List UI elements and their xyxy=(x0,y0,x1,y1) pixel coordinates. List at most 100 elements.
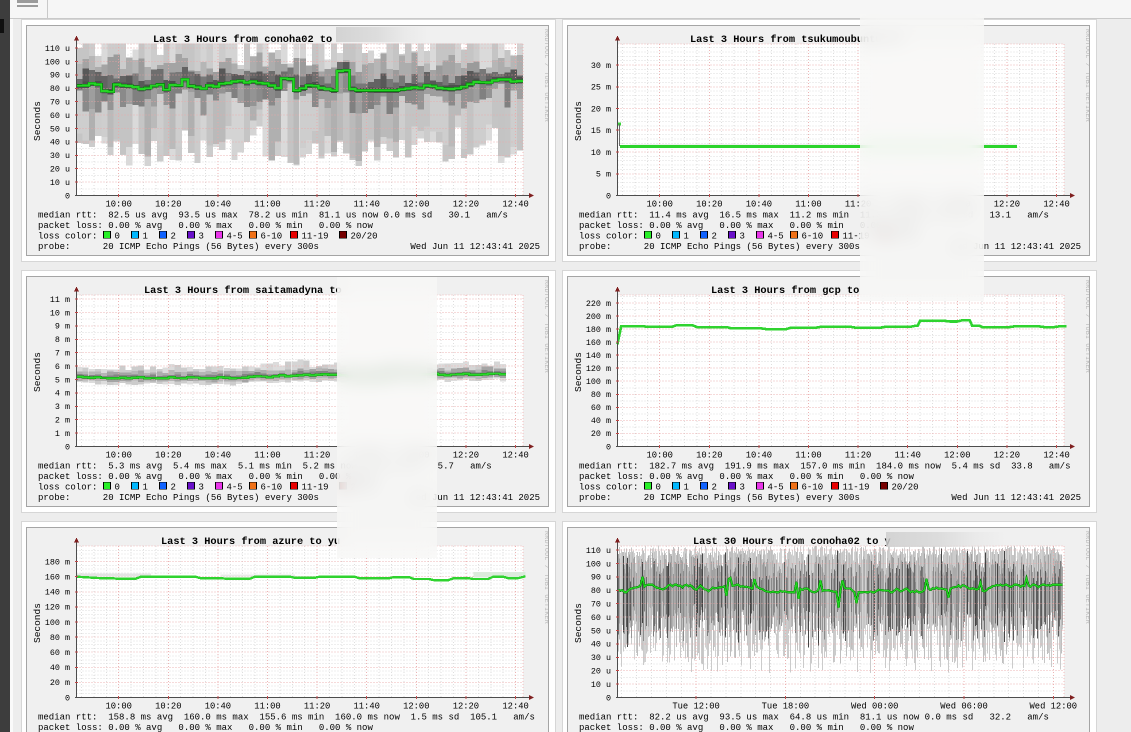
svg-text:12:00: 12:00 xyxy=(403,200,429,210)
svg-text:80 u: 80 u xyxy=(50,84,70,94)
svg-text:4-5: 4-5 xyxy=(227,482,243,492)
svg-text:10:40: 10:40 xyxy=(205,200,231,210)
svg-text:0: 0 xyxy=(656,231,661,241)
svg-text:10:20: 10:20 xyxy=(155,702,181,712)
svg-text:packet loss: 0.00 % avg 0.00: packet loss: 0.00 % avg 0.00 % max 0.00 … xyxy=(579,472,914,482)
svg-text:11:40: 11:40 xyxy=(894,451,920,461)
svg-text:RRDTOOL / TOBI OETIKER: RRDTOOL / TOBI OETIKER xyxy=(542,29,549,122)
svg-text:Seconds: Seconds xyxy=(32,352,43,392)
svg-text:40 u: 40 u xyxy=(591,640,611,650)
svg-text:11:20: 11:20 xyxy=(304,200,330,210)
svg-text:4-5: 4-5 xyxy=(227,231,243,241)
svg-text:packet loss: 0.00 % avg 0.00: packet loss: 0.00 % avg 0.00 % max 0.00 … xyxy=(579,723,914,732)
svg-text:median rtt: 182.7 ms avg 191: median rtt: 182.7 ms avg 191.9 ms max 15… xyxy=(579,461,1070,471)
svg-text:3 m: 3 m xyxy=(55,402,70,412)
svg-text:probe: 20 ICMP Echo Pings: probe: 20 ICMP Echo Pings (56 Bytes) eve… xyxy=(38,493,319,503)
svg-text:11 m: 11 m xyxy=(50,295,70,305)
svg-text:Wed 12:00: Wed 12:00 xyxy=(1030,702,1078,712)
svg-text:10:20: 10:20 xyxy=(155,200,181,210)
svg-text:50 u: 50 u xyxy=(591,626,611,636)
svg-text:15 m: 15 m xyxy=(591,126,611,136)
svg-text:10:40: 10:40 xyxy=(205,702,231,712)
svg-text:11:00: 11:00 xyxy=(254,702,280,712)
svg-text:4-5: 4-5 xyxy=(768,482,784,492)
svg-text:12:20: 12:20 xyxy=(994,451,1020,461)
svg-text:Last 3 Hours from tsukumoubunt: Last 3 Hours from tsukumoubuntu to xyxy=(690,34,900,46)
svg-text:RRDTOOL / TOBI OETIKER: RRDTOOL / TOBI OETIKER xyxy=(1083,280,1090,373)
svg-text:1: 1 xyxy=(684,231,689,241)
svg-text:10:20: 10:20 xyxy=(696,451,722,461)
svg-text:9 m: 9 m xyxy=(55,322,70,332)
svg-text:packet loss: 0.00 % avg 0.00: packet loss: 0.00 % avg 0.00 % max 0.00 … xyxy=(38,221,373,231)
svg-text:11:20: 11:20 xyxy=(304,702,330,712)
svg-text:10:20: 10:20 xyxy=(696,200,722,210)
svg-text:70 u: 70 u xyxy=(591,600,611,610)
svg-text:60 m: 60 m xyxy=(591,403,611,413)
svg-text:200 m: 200 m xyxy=(586,312,611,322)
svg-text:80 m: 80 m xyxy=(591,390,611,400)
svg-text:Last 3 Hours from azure to yu: Last 3 Hours from azure to yu xyxy=(161,536,340,548)
svg-text:Seconds: Seconds xyxy=(32,101,43,141)
svg-text:30 m: 30 m xyxy=(591,61,611,71)
svg-text:10 u: 10 u xyxy=(50,178,70,188)
svg-text:10:00: 10:00 xyxy=(646,200,672,210)
svg-text:140 m: 140 m xyxy=(586,351,611,361)
svg-text:probe: 20 ICMP Echo Pings: probe: 20 ICMP Echo Pings (56 Bytes) eve… xyxy=(579,493,860,503)
svg-text:12:40: 12:40 xyxy=(1043,200,1069,210)
svg-text:1: 1 xyxy=(684,482,689,492)
svg-text:11-19: 11-19 xyxy=(843,231,870,241)
svg-text:20 m: 20 m xyxy=(50,678,70,688)
svg-text:100 u: 100 u xyxy=(45,57,70,67)
svg-text:Wed Jun 11 12:43:41 2025: Wed Jun 11 12:43:41 2025 xyxy=(951,493,1081,503)
svg-text:4-5: 4-5 xyxy=(768,231,784,241)
svg-text:120 m: 120 m xyxy=(586,364,611,374)
svg-text:40 m: 40 m xyxy=(591,416,611,426)
svg-text:packet loss: 0.00 % avg 0.00: packet loss: 0.00 % avg 0.00 % max 0.00 … xyxy=(579,221,914,231)
svg-text:80 u: 80 u xyxy=(591,586,611,596)
svg-text:160 m: 160 m xyxy=(586,338,611,348)
svg-text:Last 3 Hours from gcp to: Last 3 Hours from gcp to xyxy=(711,285,859,297)
svg-text:Seconds: Seconds xyxy=(573,101,584,141)
svg-text:11:00: 11:00 xyxy=(254,200,280,210)
svg-text:40 u: 40 u xyxy=(50,138,70,148)
svg-text:11:20: 11:20 xyxy=(845,200,871,210)
svg-text:median rtt: 158.8 ms avg 160: median rtt: 158.8 ms avg 160.0 ms max 15… xyxy=(38,712,535,722)
svg-text:90 u: 90 u xyxy=(591,573,611,583)
svg-text:20 u: 20 u xyxy=(50,165,70,175)
svg-text:5 m: 5 m xyxy=(55,375,70,385)
svg-text:11-19: 11-19 xyxy=(302,482,329,492)
svg-text:1: 1 xyxy=(143,231,148,241)
svg-text:70 u: 70 u xyxy=(50,98,70,108)
svg-text:20 u: 20 u xyxy=(591,667,611,677)
svg-text:140 m: 140 m xyxy=(45,588,70,598)
svg-text:12:40: 12:40 xyxy=(502,200,528,210)
svg-text:median rtt: 82.5 us avg 93.5: median rtt: 82.5 us avg 93.5 us max 78.2… xyxy=(38,210,508,220)
svg-text:Wed Jun 11 12:43:41 2025: Wed Jun 11 12:43:41 2025 xyxy=(410,242,540,252)
svg-text:packet loss: 0.00 % avg 0.00: packet loss: 0.00 % avg 0.00 % max 0.00 … xyxy=(38,723,373,732)
svg-text:11-19: 11-19 xyxy=(302,231,329,241)
svg-text:11:40: 11:40 xyxy=(353,702,379,712)
svg-text:12:20: 12:20 xyxy=(453,200,479,210)
svg-text:30 u: 30 u xyxy=(591,653,611,663)
svg-text:Last 30 Hours from conoha02 to: Last 30 Hours from conoha02 to y xyxy=(693,536,891,548)
svg-text:8 m: 8 m xyxy=(55,335,70,345)
svg-text:probe: 20 ICMP Echo Pings: probe: 20 ICMP Echo Pings (56 Bytes) eve… xyxy=(38,242,319,252)
svg-text:4 m: 4 m xyxy=(55,389,70,399)
svg-text:Last 3 Hours from saitamadyna: Last 3 Hours from saitamadyna to xyxy=(144,285,342,297)
svg-text:2: 2 xyxy=(171,482,176,492)
svg-text:110 u: 110 u xyxy=(586,546,611,556)
svg-text:Tue 12:00: Tue 12:00 xyxy=(672,702,720,712)
svg-text:0: 0 xyxy=(115,231,120,241)
svg-text:3: 3 xyxy=(740,482,745,492)
svg-text:10:00: 10:00 xyxy=(105,451,131,461)
svg-text:3: 3 xyxy=(199,482,204,492)
svg-text:median rtt: 5.3 ms avg 5.4 m: median rtt: 5.3 ms avg 5.4 ms max 5.1 ms… xyxy=(38,461,492,471)
svg-text:100 m: 100 m xyxy=(45,618,70,628)
svg-text:40 m: 40 m xyxy=(50,663,70,673)
svg-text:0: 0 xyxy=(656,482,661,492)
svg-text:0: 0 xyxy=(606,191,611,201)
svg-text:Wed 00:00: Wed 00:00 xyxy=(851,702,899,712)
svg-text:loss color:: loss color: xyxy=(579,231,638,241)
svg-text:6 m: 6 m xyxy=(55,362,70,372)
svg-text:100 m: 100 m xyxy=(586,377,611,387)
